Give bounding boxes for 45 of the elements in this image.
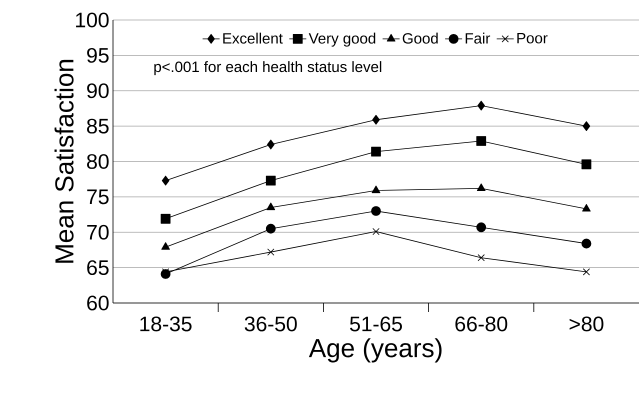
point	[162, 176, 170, 186]
legend-label: Fair	[466, 32, 490, 44]
y-tick-label: 75	[87, 190, 109, 204]
point	[267, 248, 274, 256]
x-tick-label: 51-65	[350, 316, 402, 332]
y-tick-label: 90	[87, 83, 109, 98]
y-tick-label: 65	[87, 260, 109, 276]
point	[372, 114, 380, 125]
point	[582, 204, 591, 212]
point	[476, 183, 486, 192]
y-axis-title: Mean Satisfaction	[54, 60, 74, 263]
legend-label: Poor	[517, 32, 548, 44]
x-tick-label: >80	[570, 316, 604, 332]
point	[476, 222, 486, 232]
point	[266, 202, 276, 210]
point	[582, 159, 592, 170]
y-tick-label: 95	[87, 48, 109, 63]
x-tick-label: 18-35	[140, 316, 192, 332]
point	[266, 176, 276, 186]
x-tick-label: 66-80	[455, 316, 508, 332]
point	[160, 214, 171, 224]
point	[371, 146, 381, 156]
point	[477, 100, 485, 111]
y-tick-label: 100	[76, 12, 109, 28]
annotation: p<.001 for each health status level	[154, 61, 382, 76]
x-axis-title: Age (years)	[308, 338, 442, 362]
point	[267, 140, 275, 150]
point	[161, 242, 170, 250]
point	[372, 186, 380, 194]
point	[582, 121, 590, 132]
legend-label: Very good	[308, 32, 376, 47]
point	[478, 254, 485, 262]
point	[476, 136, 486, 146]
y-tick-label: 85	[87, 118, 109, 134]
legend-label: Excellent	[223, 32, 283, 44]
legend-label: Good	[402, 32, 438, 44]
y-tick-label: 70	[87, 224, 109, 240]
x-tick-label: 36-50	[244, 316, 297, 332]
y-tick-label: 80	[87, 154, 109, 169]
y-tick-label: 60	[87, 296, 109, 310]
point	[582, 268, 590, 276]
point	[372, 228, 380, 236]
point	[582, 238, 592, 248]
point	[371, 206, 381, 216]
point	[266, 224, 276, 234]
